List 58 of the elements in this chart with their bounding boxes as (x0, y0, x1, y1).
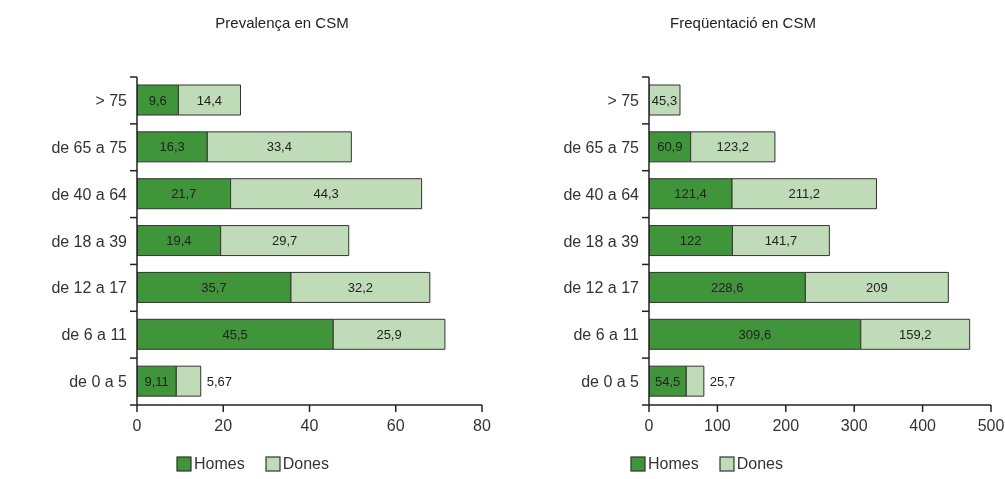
data-label: 9,6 (148, 92, 167, 108)
data-label: 33,4 (266, 139, 292, 155)
data-label: 141,7 (764, 233, 798, 249)
x-tick-label: 80 (473, 417, 491, 435)
y-tick-label: de 18 a 39 (51, 232, 128, 250)
data-label: 209 (865, 279, 888, 295)
data-label: 25,7 (709, 373, 736, 389)
x-tick-label: 60 (386, 417, 405, 435)
y-tick-label: de 12 a 17 (563, 279, 640, 297)
x-tick-label: 500 (977, 417, 1005, 435)
data-label: 54,5 (654, 373, 681, 389)
legend-label: Homes (648, 455, 699, 473)
y-tick-label: de 65 a 75 (563, 138, 640, 156)
legend-label: Homes (194, 455, 245, 473)
data-label: 211,2 (788, 186, 821, 202)
data-label: 35,7 (201, 279, 227, 295)
legend-label: Dones (736, 455, 783, 473)
data-label: 14,4 (196, 92, 223, 108)
y-tick-label: de 0 a 5 (581, 373, 640, 391)
data-label: 25,9 (376, 326, 402, 342)
y-tick-label: de 40 a 64 (51, 185, 128, 203)
data-label: 5,67 (206, 373, 233, 389)
y-tick-label: de 6 a 11 (61, 326, 128, 344)
data-label: 21,7 (171, 186, 197, 202)
x-tick-label: 100 (704, 417, 731, 435)
y-tick-label: > 75 (607, 92, 640, 110)
data-label: 44,3 (313, 186, 339, 202)
x-tick-label: 0 (644, 417, 654, 435)
y-tick-label: de 0 a 5 (69, 373, 128, 391)
data-label: 29,7 (272, 233, 298, 249)
y-tick-label: de 65 a 75 (51, 138, 128, 156)
x-tick-label: 40 (300, 417, 319, 435)
y-tick-label: de 6 a 11 (573, 326, 640, 344)
data-label: 19,4 (166, 233, 192, 249)
chart-title: Prevalença en CSM (214, 14, 350, 31)
data-label: 32,2 (347, 279, 374, 295)
data-label: 122 (679, 233, 702, 249)
x-tick-label: 20 (214, 417, 233, 435)
x-tick-label: 300 (840, 417, 868, 435)
x-tick-label: 0 (132, 417, 142, 435)
data-label: 121,4 (674, 186, 707, 202)
x-tick-label: 200 (772, 417, 800, 435)
data-label: 60,9 (657, 139, 683, 155)
x-tick-label: 400 (909, 417, 937, 435)
y-tick-label: de 12 a 17 (51, 279, 128, 297)
data-label: 45,5 (222, 326, 248, 342)
data-label: 9,11 (144, 373, 169, 389)
data-label: 159,2 (898, 326, 932, 342)
data-label: 16,3 (159, 139, 185, 155)
legend-label: Dones (282, 455, 329, 473)
data-label: 45,3 (651, 92, 678, 108)
y-tick-label: de 40 a 64 (563, 185, 640, 203)
chart-title: Freqüentació en CSM (669, 14, 817, 31)
data-label: 123,2 (716, 139, 750, 155)
y-tick-label: > 75 (95, 92, 128, 110)
data-label: 228,6 (710, 279, 744, 295)
y-tick-label: de 18 a 39 (563, 232, 640, 250)
data-label: 309,6 (738, 326, 772, 342)
